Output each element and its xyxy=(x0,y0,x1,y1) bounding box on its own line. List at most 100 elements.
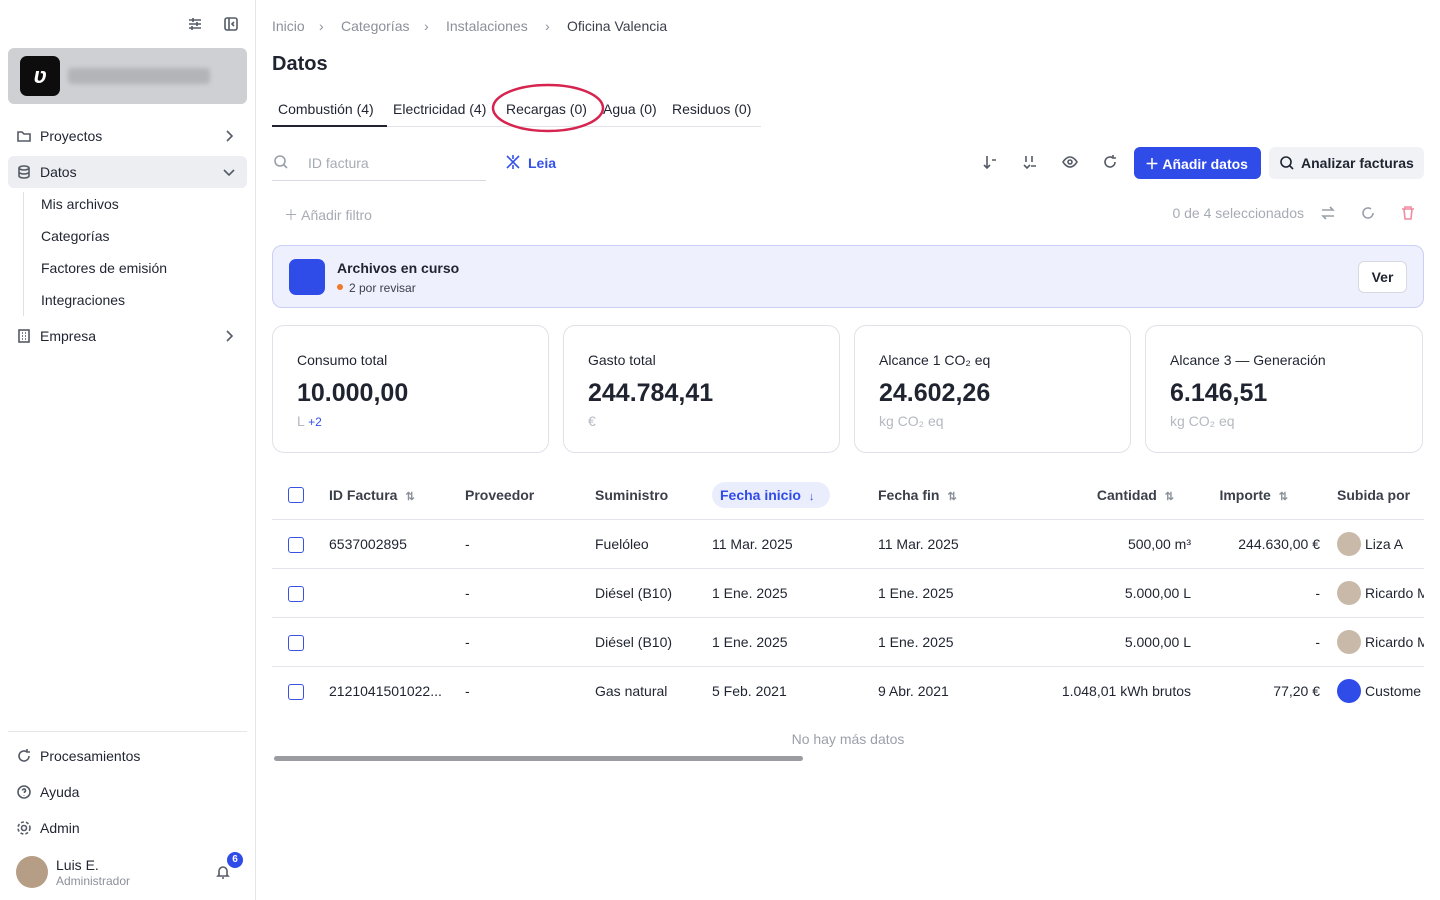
nav-item[interactable]: Datos xyxy=(40,164,77,180)
search-icon xyxy=(1280,156,1294,170)
card-unit: kg CO₂ eq xyxy=(1170,413,1235,429)
table-cell: 1.048,01 kWh brutos xyxy=(1061,683,1191,699)
search-input[interactable]: ID factura xyxy=(308,155,369,171)
tab[interactable]: Residuos (0) xyxy=(672,101,752,117)
banner-subtitle: 2 por revisar xyxy=(349,281,416,295)
row-separator xyxy=(272,666,1424,667)
tab[interactable]: Electricidad (4) xyxy=(393,101,487,117)
breadcrumb-item[interactable]: Inicio xyxy=(272,18,305,34)
uploader-avatar xyxy=(1337,581,1361,605)
nav-item[interactable]: Ayuda xyxy=(40,784,80,800)
view-icon[interactable] xyxy=(1062,154,1078,170)
card-title: Consumo total xyxy=(297,352,388,368)
add-filter[interactable]: ＋ Añadir filtro xyxy=(284,207,372,223)
row-separator xyxy=(272,568,1424,569)
tab-underline xyxy=(272,125,387,127)
table-cell: - xyxy=(1315,585,1320,601)
column-header[interactable]: Fecha inicio ↓ xyxy=(720,487,815,503)
subnav-item[interactable]: Integraciones xyxy=(41,292,126,308)
subnav-item[interactable]: Categorías xyxy=(41,228,110,244)
scrollbar[interactable] xyxy=(274,756,803,761)
sync-icon[interactable] xyxy=(1360,205,1376,221)
table-cell: - xyxy=(465,585,470,601)
table-cell: Gas natural xyxy=(595,683,668,699)
table-cell: 244.630,00 € xyxy=(1238,536,1320,552)
settings-toggle[interactable] xyxy=(187,16,203,32)
table-cell: 5.000,00 L xyxy=(1124,634,1191,650)
select-all-checkbox[interactable] xyxy=(288,487,304,503)
swap-icon[interactable] xyxy=(1320,205,1336,221)
view-button[interactable]: Ver xyxy=(1358,261,1407,293)
leia-icon xyxy=(506,155,520,169)
bell-icon[interactable] xyxy=(215,864,231,880)
table-cell: 11 Mar. 2025 xyxy=(712,536,793,552)
delete-icon[interactable] xyxy=(1400,205,1416,221)
table-cell: 5 Feb. 2021 xyxy=(712,683,787,699)
sort-icon: ⇅ xyxy=(947,491,957,503)
column-header[interactable]: Cantidad ⇅ xyxy=(1096,487,1174,503)
card-unit: kg CO₂ eq xyxy=(879,413,944,429)
nav-item[interactable]: Empresa xyxy=(40,328,97,344)
analyze-button[interactable] xyxy=(1269,147,1424,179)
user-name: Luis E. xyxy=(56,857,99,873)
collapse-sidebar[interactable] xyxy=(223,16,239,32)
column-header[interactable]: Suministro xyxy=(595,487,669,503)
notification-badge: 6 xyxy=(227,852,243,868)
chevron xyxy=(226,330,234,342)
sort-pill xyxy=(712,482,830,508)
card-value: 10.000,00 xyxy=(297,379,409,407)
row-checkbox[interactable] xyxy=(288,537,304,553)
add-data-text: Añadir datos xyxy=(1162,156,1248,172)
user-avatar[interactable] xyxy=(16,856,48,888)
column-header[interactable]: Importe ⇅ xyxy=(1219,487,1288,503)
more-units[interactable]: +2 xyxy=(308,415,322,429)
sort-icon: ↓ xyxy=(808,491,815,503)
tab[interactable]: Combustión (4) xyxy=(278,101,374,117)
nav-item[interactable]: Proyectos xyxy=(40,128,103,144)
breadcrumb-item[interactable]: Categorías xyxy=(341,18,410,34)
toolbar-icon[interactable] xyxy=(1022,154,1038,170)
table-cell: - xyxy=(465,634,470,650)
refresh-icon xyxy=(18,749,30,762)
uploader-avatar xyxy=(1337,679,1361,703)
add-data-label: ＋ Añadir datos xyxy=(1145,156,1248,172)
table-cell: 6537002895 xyxy=(329,536,407,552)
table-cell: Fuelóleo xyxy=(595,536,649,552)
refresh-icon[interactable] xyxy=(1102,154,1118,170)
tab[interactable]: Recargas (0) xyxy=(506,101,587,117)
row-checkbox[interactable] xyxy=(288,635,304,651)
row-checkbox[interactable] xyxy=(288,586,304,602)
nav-item[interactable]: Procesamientos xyxy=(40,748,141,764)
table-cell: 77,20 € xyxy=(1273,683,1320,699)
card-value: 24.602,26 xyxy=(879,379,991,407)
highlight-annotation xyxy=(491,83,605,133)
add-data-button[interactable] xyxy=(1134,147,1261,179)
column-header[interactable]: ID Factura ⇅ xyxy=(329,487,415,503)
breadcrumb-current: Oficina Valencia xyxy=(567,18,668,34)
analyze-label: Analizar facturas xyxy=(1301,155,1414,171)
stat-card: Consumo total 10.000,00 L +2 xyxy=(272,325,549,453)
column-header[interactable]: Fecha fin ⇅ xyxy=(878,487,957,503)
column-header[interactable]: Subida por xyxy=(1337,487,1411,503)
row-checkbox[interactable] xyxy=(288,684,304,700)
subnav-item[interactable]: Mis archivos xyxy=(41,196,119,212)
table-cell: 1 Ene. 2025 xyxy=(712,634,788,650)
table-cell: 1 Ene. 2025 xyxy=(878,585,954,601)
card-value: 244.784,41 xyxy=(588,379,714,407)
sidebar xyxy=(0,0,256,900)
chevron xyxy=(226,130,234,142)
subnav-item[interactable]: Factores de emisión xyxy=(41,260,168,276)
tab[interactable]: Agua (0) xyxy=(603,101,657,117)
toolbar-icon[interactable] xyxy=(982,154,998,170)
card-value: 6.146,51 xyxy=(1170,379,1268,407)
card-unit: L +2 xyxy=(297,413,322,429)
breadcrumb-item[interactable]: Instalaciones xyxy=(446,18,528,34)
uploader-avatar xyxy=(1337,630,1361,654)
table-cell: 1 Ene. 2025 xyxy=(712,585,788,601)
org-name-blurred xyxy=(68,68,210,84)
leia-button[interactable]: Leia xyxy=(528,155,557,171)
stat-card: Gasto total 244.784,41 € xyxy=(563,325,840,453)
nav-item[interactable]: Admin xyxy=(40,820,80,836)
column-header[interactable]: Proveedor xyxy=(465,487,535,503)
